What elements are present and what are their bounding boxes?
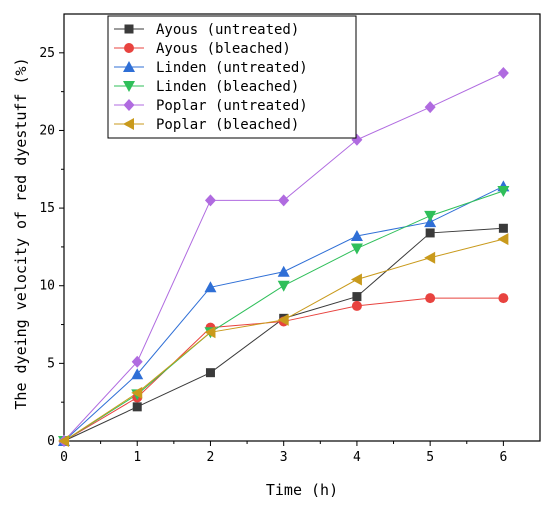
x-tick-label: 2 bbox=[207, 450, 215, 465]
data-point bbox=[131, 355, 143, 368]
y-axis-title: The dyeing velocity of red dyestuff (%) bbox=[12, 57, 30, 409]
x-axis-title: Time (h) bbox=[266, 481, 338, 499]
legend-label: Poplar (untreated) bbox=[156, 98, 308, 114]
legend-marker bbox=[124, 24, 134, 34]
data-point bbox=[424, 210, 437, 222]
legend-label: Linden (untreated) bbox=[156, 60, 308, 76]
x-tick-label: 0 bbox=[60, 450, 68, 465]
legend-label: Ayous (untreated) bbox=[156, 22, 299, 38]
y-tick-label: 5 bbox=[47, 356, 55, 371]
y-tick-label: 0 bbox=[47, 434, 55, 449]
y-tick-label: 10 bbox=[39, 279, 55, 294]
data-point bbox=[204, 281, 217, 293]
legend: Ayous (untreated) Ayous (bleached) Linden … bbox=[107, 15, 357, 139]
y-tick-label: 20 bbox=[39, 123, 55, 138]
series-line-3 bbox=[63, 185, 504, 442]
legend-label: Ayous (bleached) bbox=[156, 41, 291, 57]
legend-marker bbox=[123, 61, 135, 72]
data-point bbox=[498, 293, 509, 304]
data-point bbox=[278, 194, 290, 207]
data-point bbox=[204, 326, 216, 339]
x-tick-label: 1 bbox=[133, 450, 141, 465]
data-point bbox=[277, 313, 289, 326]
series-line-1 bbox=[63, 227, 504, 442]
legend-marker bbox=[123, 118, 134, 130]
legend-marker bbox=[123, 99, 135, 111]
data-point bbox=[132, 402, 142, 412]
data-point bbox=[58, 435, 69, 447]
data-point bbox=[497, 186, 510, 198]
data-point bbox=[277, 265, 290, 277]
x-tick-label: 4 bbox=[353, 450, 361, 465]
legend-marker bbox=[123, 81, 135, 92]
data-point bbox=[204, 194, 216, 207]
data-point bbox=[350, 273, 362, 286]
x-tick-label: 6 bbox=[499, 450, 507, 465]
data-point bbox=[131, 368, 144, 380]
data-point bbox=[131, 386, 143, 399]
legend-label: Poplar (bleached) bbox=[156, 117, 299, 133]
x-tick-label: 3 bbox=[280, 450, 288, 465]
y-tick-label: 15 bbox=[39, 201, 55, 216]
data-point bbox=[351, 300, 362, 311]
data-point bbox=[205, 368, 215, 378]
data-point bbox=[498, 223, 508, 233]
legend-box bbox=[107, 15, 357, 139]
data-point bbox=[425, 228, 435, 238]
y-tick-label: 25 bbox=[39, 46, 55, 61]
x-tick-label: 5 bbox=[426, 450, 434, 465]
data-point bbox=[277, 280, 290, 292]
data-point bbox=[425, 293, 436, 304]
data-point bbox=[350, 230, 363, 242]
data-point bbox=[352, 292, 362, 302]
plot-frame bbox=[63, 13, 541, 442]
legend-marker bbox=[124, 43, 134, 53]
data-point bbox=[497, 233, 509, 246]
legend-label: Linden (bleached) bbox=[156, 79, 299, 95]
data-point bbox=[350, 243, 363, 255]
data-point bbox=[497, 67, 509, 80]
data-point bbox=[424, 251, 436, 264]
data-point bbox=[424, 101, 436, 114]
